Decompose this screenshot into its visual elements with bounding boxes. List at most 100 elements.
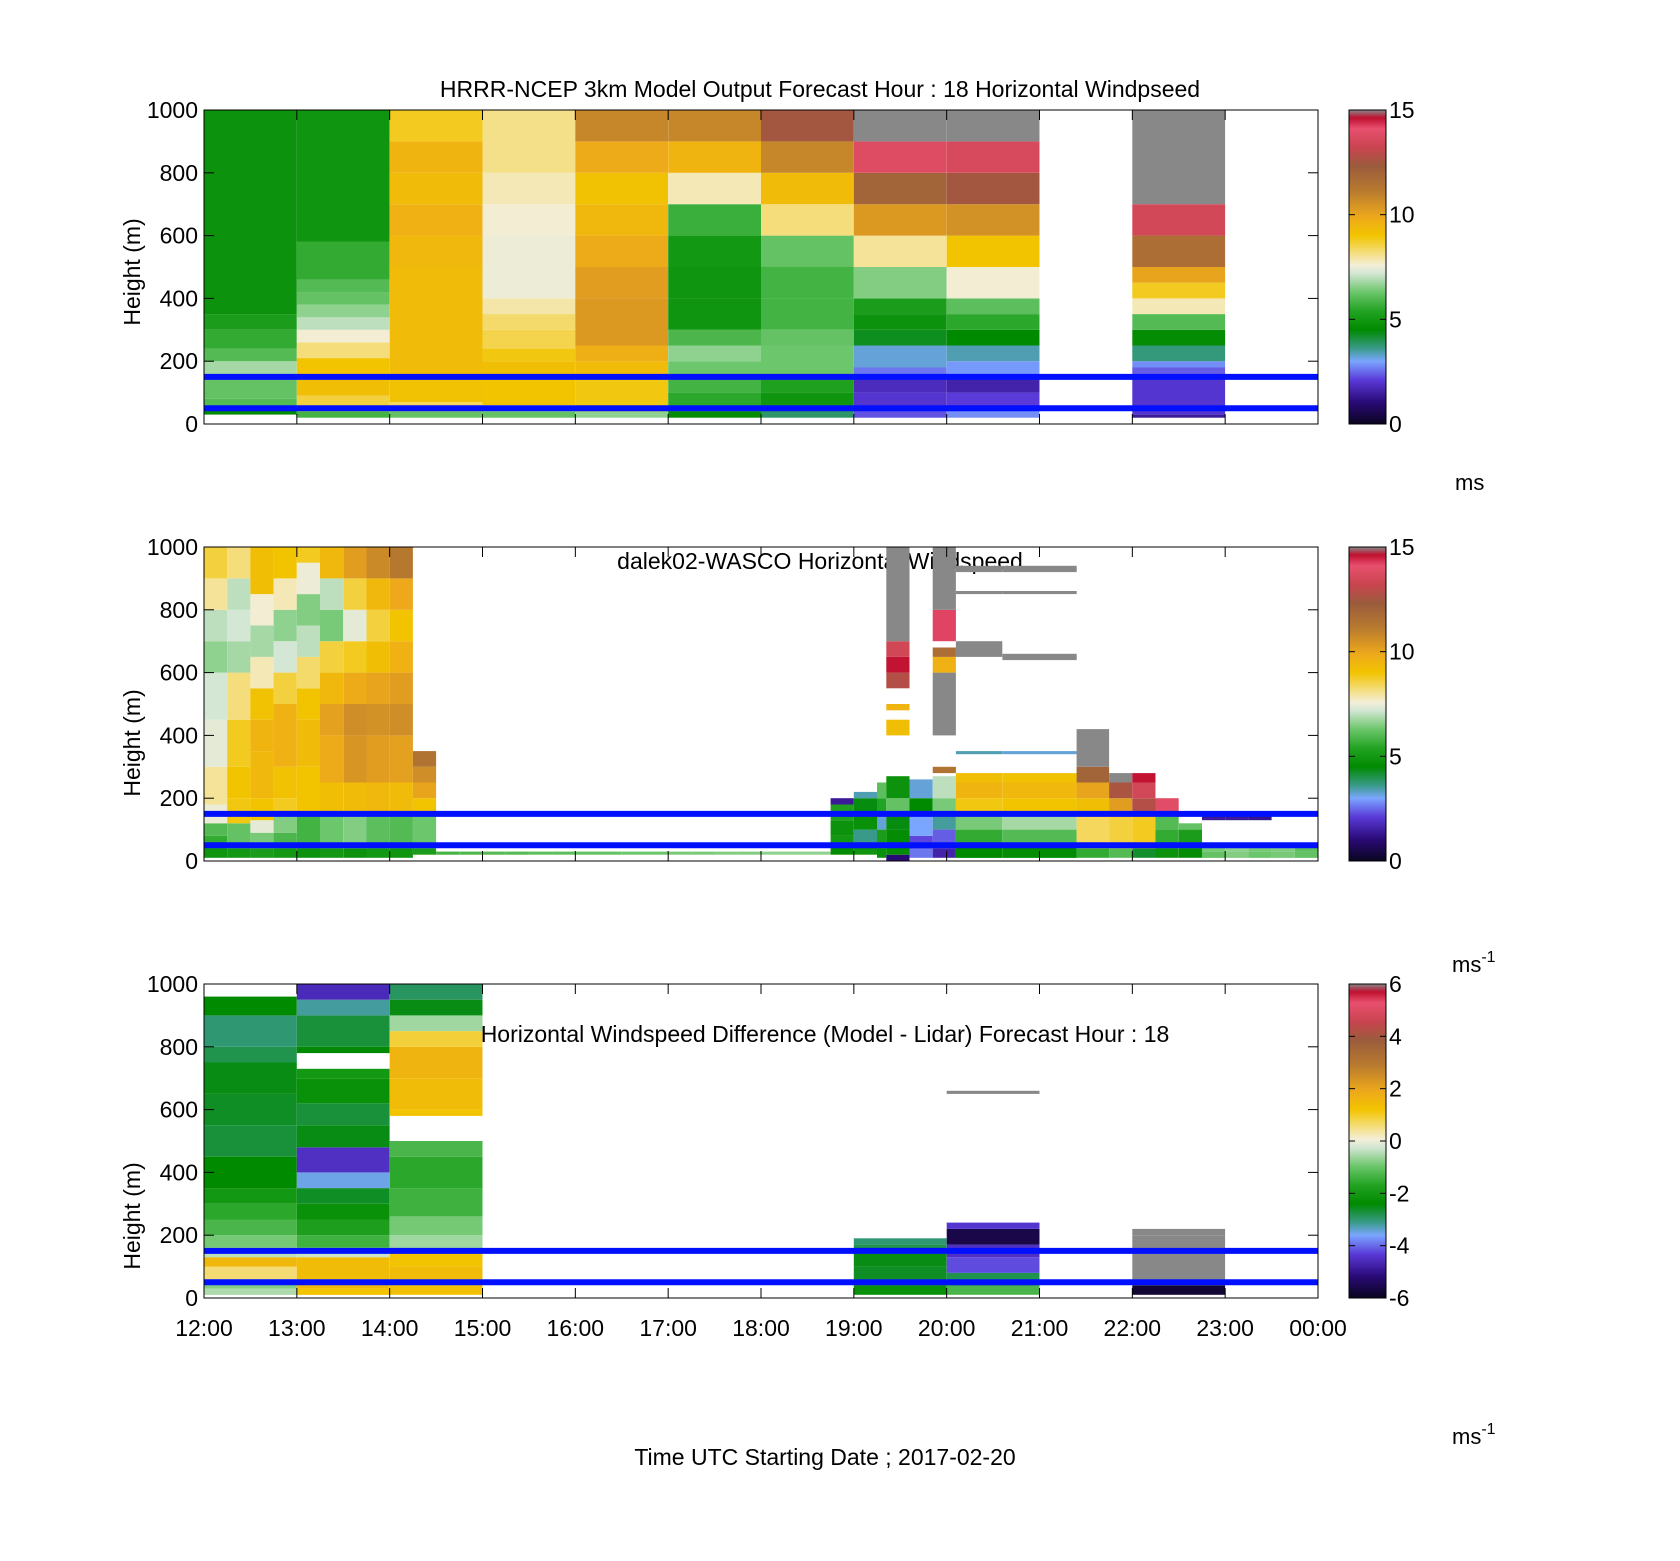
- colorbar-tick-label: 10: [1389, 202, 1415, 228]
- x-tick-label: 17:00: [639, 1315, 697, 1341]
- heatmap-cell: [668, 411, 761, 418]
- heatmap-cell: [853, 845, 877, 855]
- heatmap-cell: [389, 672, 413, 704]
- heatmap-cell: [389, 813, 413, 849]
- heatmap-cell: [343, 782, 367, 814]
- reference-lines: [204, 1247, 1318, 1286]
- heatmap-cell: [296, 304, 390, 318]
- colorbar-tick-label: 2: [1389, 1076, 1402, 1102]
- heatmap-cell: [227, 823, 251, 849]
- heatmap-cell: [1132, 110, 1226, 205]
- heatmap-cell: [1132, 848, 1156, 858]
- heatmap-cells: [204, 110, 1226, 418]
- x-tick-label: 19:00: [825, 1315, 883, 1341]
- heatmap-cell: [204, 1257, 297, 1267]
- heatmap-cell: [877, 848, 887, 858]
- y-axis-ticks: 0 200 400 600 800 1000: [147, 534, 1318, 874]
- heatmap-cell: [853, 329, 947, 346]
- heatmap-cell: [296, 1172, 390, 1189]
- heatmap-cell: [250, 656, 274, 689]
- heatmap-cell: [886, 704, 910, 711]
- heatmap-cell: [389, 1216, 483, 1236]
- colorbar-unit-base: ms: [1455, 470, 1484, 495]
- heatmap-cell: [691, 851, 715, 855]
- heatmap-cell: [296, 848, 320, 858]
- heatmap-cell: [227, 672, 251, 720]
- heatmap-cell: [853, 267, 947, 299]
- y-tick-label: 800: [160, 160, 198, 186]
- heatmap-cell: [761, 204, 854, 236]
- x-tick-label: 14:00: [361, 1315, 419, 1341]
- heatmap-cell: [946, 345, 1040, 362]
- heatmap-cell: [853, 813, 877, 830]
- colorbar-unit: ms: [1455, 470, 1484, 495]
- heatmap-cell: [389, 1015, 483, 1032]
- panel-lidar: dalek02-WASCO Horizontal Windspeed Heigh…: [119, 534, 1496, 977]
- heatmap-cell: [320, 848, 344, 858]
- heatmap-cell: [482, 361, 576, 377]
- heatmap-cell: [853, 1238, 947, 1245]
- heatmap-cell: [273, 848, 297, 858]
- heatmap-cell: [204, 766, 228, 805]
- heatmap-cell: [877, 798, 887, 814]
- heatmap-cell: [1178, 848, 1202, 858]
- colorbar-tick-label: -2: [1389, 1180, 1409, 1206]
- heatmap-cell: [1109, 798, 1133, 814]
- heatmap-cell: [955, 798, 1003, 814]
- heatmap-cell: [320, 578, 344, 610]
- heatmap-cell: [575, 267, 669, 299]
- heatmap-cell: [955, 591, 1003, 595]
- plot-frame: [203, 983, 1319, 1299]
- x-tick-label: 15:00: [454, 1315, 512, 1341]
- heatmap-cell: [761, 851, 831, 855]
- heatmap-cell: [273, 641, 297, 673]
- heatmap-cell: [204, 996, 297, 1016]
- heatmap-cell: [366, 609, 390, 642]
- heatmap-cell: [932, 776, 956, 799]
- heatmap-cell: [1248, 851, 1272, 858]
- heatmap-cell: [946, 110, 1040, 142]
- heatmap-cell: [877, 829, 887, 849]
- heatmap-cell: [343, 813, 367, 849]
- heatmap-cell: [412, 813, 437, 849]
- heatmap-cell: [853, 829, 877, 846]
- heatmap-cell: [320, 704, 344, 736]
- heatmap-cell: [1132, 367, 1226, 377]
- heatmap-cell: [761, 298, 854, 330]
- colorbar-gradient: [1348, 109, 1387, 425]
- heatmap-cell: [955, 813, 1003, 830]
- reference-lines: [204, 373, 1318, 412]
- heatmap-cell: [296, 110, 390, 242]
- heatmap-cell: [296, 241, 390, 280]
- heatmap-cell: [204, 547, 228, 579]
- heatmap-cell: [1109, 782, 1133, 799]
- heatmap-cell: [389, 547, 413, 579]
- heatmap-cell: [389, 704, 413, 736]
- heatmap-cell: [946, 1285, 1040, 1295]
- heatmap-cell: [204, 361, 297, 377]
- heatmap-cell: [296, 984, 390, 1000]
- heatmap-cell: [886, 672, 910, 689]
- heatmap-cell: [204, 1156, 297, 1189]
- heatmap-cell: [204, 1203, 297, 1220]
- heatmap-cell: [250, 751, 274, 799]
- heatmap-cell: [761, 141, 854, 173]
- heatmap-cell: [204, 110, 297, 315]
- heatmap-cell: [366, 641, 390, 673]
- heatmap-cell: [955, 565, 1003, 573]
- heatmap-cell: [1002, 565, 1077, 573]
- heatmap-cell: [389, 172, 483, 205]
- heatmap-cell: [853, 1250, 947, 1267]
- heatmap-cell: [575, 172, 669, 205]
- heatmap-cell: [1002, 773, 1077, 783]
- heatmap-cell: [343, 848, 367, 858]
- heatmap-cell: [853, 791, 877, 799]
- heatmap-cell: [1002, 653, 1077, 661]
- colorbar-tick-label: -6: [1389, 1285, 1409, 1311]
- heatmap-cell: [668, 235, 761, 267]
- heatmap-cell: [296, 999, 390, 1016]
- heatmap-cell: [1132, 782, 1156, 799]
- heatmap-cell: [482, 110, 576, 173]
- heatmap-cell: [204, 1046, 297, 1063]
